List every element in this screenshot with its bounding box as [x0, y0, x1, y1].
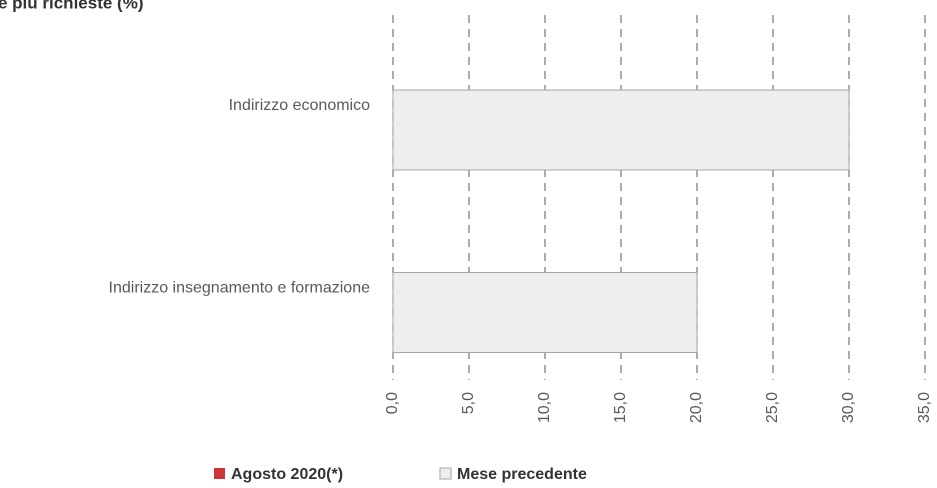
x-tick-label: 5,0	[460, 392, 477, 414]
legend-label: Agosto 2020(*)	[231, 466, 343, 483]
chart-title: e più richieste (%)	[0, 0, 143, 12]
x-tick-label: 35,0	[916, 392, 933, 423]
legend-swatch	[214, 468, 225, 479]
x-tick-label: 10,0	[536, 392, 553, 423]
x-tick-label: 30,0	[840, 392, 857, 423]
bar	[392, 89, 850, 171]
x-tick-label: 25,0	[764, 392, 781, 423]
x-tick-label: 20,0	[688, 392, 705, 423]
bar	[392, 272, 698, 353]
x-tick-label: 15,0	[612, 392, 629, 423]
y-tick-label: Indirizzo insegnamento e formazione	[109, 280, 371, 297]
legend-label: Mese precedente	[457, 466, 587, 483]
y-tick-label: Indirizzo economico	[229, 97, 371, 114]
legend-swatch	[439, 467, 452, 480]
x-tick-label: 0,0	[384, 392, 401, 414]
